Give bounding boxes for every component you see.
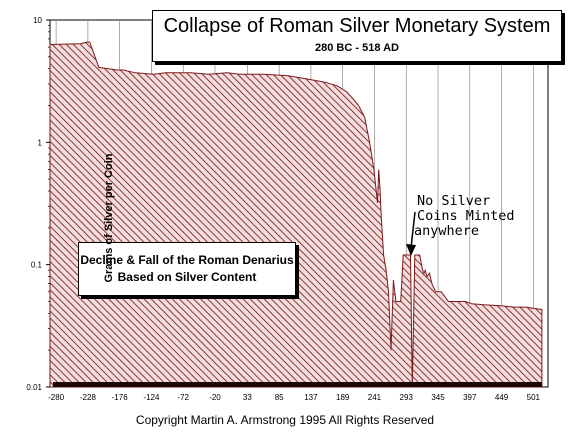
y-axis-label: Grams of Silver per Coin bbox=[103, 153, 115, 283]
no-silver-annotation: No Silver Coins Minted anywhere bbox=[403, 194, 563, 239]
x-tick-label: 241 bbox=[368, 393, 382, 402]
chart-subtitle: 280 BC - 518 AD bbox=[315, 42, 399, 54]
annotation-line: Based on Silver Content bbox=[117, 270, 257, 284]
annotation-line: No Silver bbox=[417, 193, 491, 209]
annotation-line: Decline & Fall of the Roman Denarius bbox=[80, 253, 294, 267]
x-tick-label: 449 bbox=[495, 393, 509, 402]
axes bbox=[46, 19, 542, 388]
baseline-bar bbox=[53, 382, 542, 387]
copyright-footer: Copyright Martin A. Armstrong 1995 All R… bbox=[135, 413, 435, 427]
series-area bbox=[49, 41, 543, 388]
arrow-line bbox=[410, 211, 416, 249]
x-tick-label: 293 bbox=[400, 393, 414, 402]
x-tick-label: -228 bbox=[80, 393, 97, 402]
x-tick-label: 397 bbox=[463, 393, 477, 402]
y-tick-label: 10 bbox=[33, 16, 42, 25]
y-tick-label: 1 bbox=[38, 138, 43, 147]
silver-content-area bbox=[49, 41, 543, 388]
x-tick-label: -280 bbox=[48, 393, 65, 402]
annotation-line: Coins Minted bbox=[417, 208, 515, 224]
y-tick-label: 0.01 bbox=[26, 383, 42, 392]
x-tick-label: -176 bbox=[112, 393, 129, 402]
arrow-head bbox=[406, 244, 416, 256]
x-tick-label: -124 bbox=[143, 393, 160, 402]
tick-labels: -280 -228 -176 -124 -72 -20 33 85 137 189 241 293 34… bbox=[26, 16, 540, 402]
y-tick-label: 0.1 bbox=[31, 261, 43, 270]
x-tick-label: 137 bbox=[304, 393, 318, 402]
annotation-line: anywhere bbox=[414, 223, 480, 239]
x-tick-label: 85 bbox=[275, 393, 284, 402]
x-tick-label: 33 bbox=[243, 393, 252, 402]
title-box: Collapse of Roman Silver Monetary System… bbox=[152, 10, 562, 62]
x-tick-label: 189 bbox=[336, 393, 350, 402]
x-tick-label: -20 bbox=[209, 393, 221, 402]
chart-title: Collapse of Roman Silver Monetary System bbox=[163, 15, 551, 37]
x-tick-label: 345 bbox=[431, 393, 445, 402]
x-tick-label: 501 bbox=[527, 393, 541, 402]
x-tick-label: -72 bbox=[177, 393, 189, 402]
denarius-annotation-box: Decline & Fall of the Roman Denarius Bas… bbox=[78, 242, 296, 296]
